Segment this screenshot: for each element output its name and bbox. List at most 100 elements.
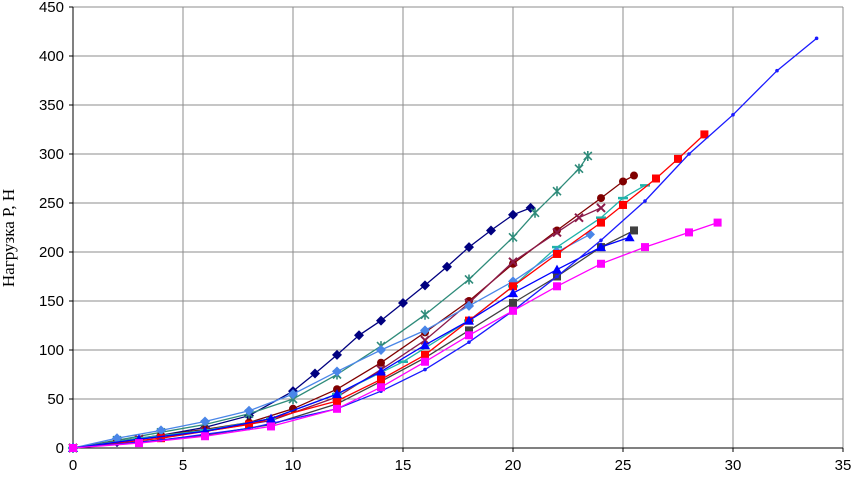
data-point [624,232,635,242]
series-line [72,184,646,449]
data-point [508,257,518,267]
data-point [398,297,408,308]
data-point [508,232,518,243]
data-point [267,422,275,431]
y-tick-label: 150 [39,293,64,310]
data-point [574,163,584,174]
data-point [619,200,627,209]
data-point [775,68,779,73]
y-tick-label: 50 [47,391,64,408]
data-point [486,225,496,236]
y-tick-label: 300 [39,146,64,163]
x-tick-label: 25 [615,457,632,474]
data-point [553,226,561,235]
data-point [596,242,606,252]
grid [73,6,844,448]
data-point [713,218,722,227]
data-point [583,150,593,161]
data-point [421,350,429,359]
data-point [596,203,606,213]
y-tick-label: 450 [39,0,64,16]
data-point [508,209,518,220]
data-point [597,259,605,268]
data-point [377,358,385,367]
data-point [552,264,562,274]
x-tick-label: 20 [505,457,522,474]
data-point [376,345,386,355]
series-line [72,133,705,449]
x-tick-label: 15 [395,457,412,474]
x-tick-label: 10 [285,457,302,474]
data-point [509,298,517,307]
data-point [555,274,559,279]
data-point [135,439,143,448]
y-tick-label: 200 [39,244,64,261]
data-point [464,274,474,285]
data-point [599,238,603,243]
data-point [552,227,562,238]
series-line [72,229,635,449]
series-8 [69,130,709,452]
data-point [509,259,517,268]
data-point [332,389,342,399]
series-5 [68,184,650,450]
data-point [288,389,298,400]
data-point [574,212,584,223]
data-point [465,326,473,335]
data-point [687,152,691,156]
data-point [685,228,693,237]
series-4 [68,203,606,453]
data-point [731,113,735,117]
series-line [72,221,718,449]
data-point [553,282,561,291]
data-point [442,261,452,272]
data-point [619,177,627,186]
data-point [420,325,430,336]
data-point [652,174,660,183]
data-point [641,243,649,252]
y-tick-label: 0 [56,440,64,457]
series-line [72,236,630,449]
data-point [156,425,166,436]
series-line [72,207,531,449]
data-point [377,383,385,392]
x-tick-label: 0 [69,457,77,474]
data-point [465,331,473,340]
data-point [423,367,427,372]
data-point [245,420,253,429]
data-point [376,315,386,326]
data-point [69,444,77,452]
y-tick-label: 350 [39,97,64,114]
y-tick-label: 400 [39,48,64,65]
data-point [420,309,430,320]
data-point [244,405,254,416]
data-point [266,413,276,423]
series-line [72,37,818,449]
series-11 [69,218,722,452]
data-point [552,186,562,197]
data-point [310,368,320,379]
data-point [674,154,682,163]
series-line [72,175,635,449]
series-3 [69,171,638,452]
data-point [354,330,364,341]
x-tick-label: 35 [835,457,852,474]
data-point [421,357,429,366]
data-point [553,249,561,258]
data-point [464,315,474,325]
x-tick-label: 30 [725,457,742,474]
data-point [420,340,430,350]
data-point [467,340,471,344]
data-point [814,36,819,41]
data-point [630,226,638,235]
data-point [201,432,209,441]
data-point [332,349,342,360]
data-point [597,218,605,227]
data-point [464,300,474,311]
series-7 [69,226,638,452]
data-point [643,199,647,203]
data-point [376,366,386,376]
data-point [530,207,540,218]
